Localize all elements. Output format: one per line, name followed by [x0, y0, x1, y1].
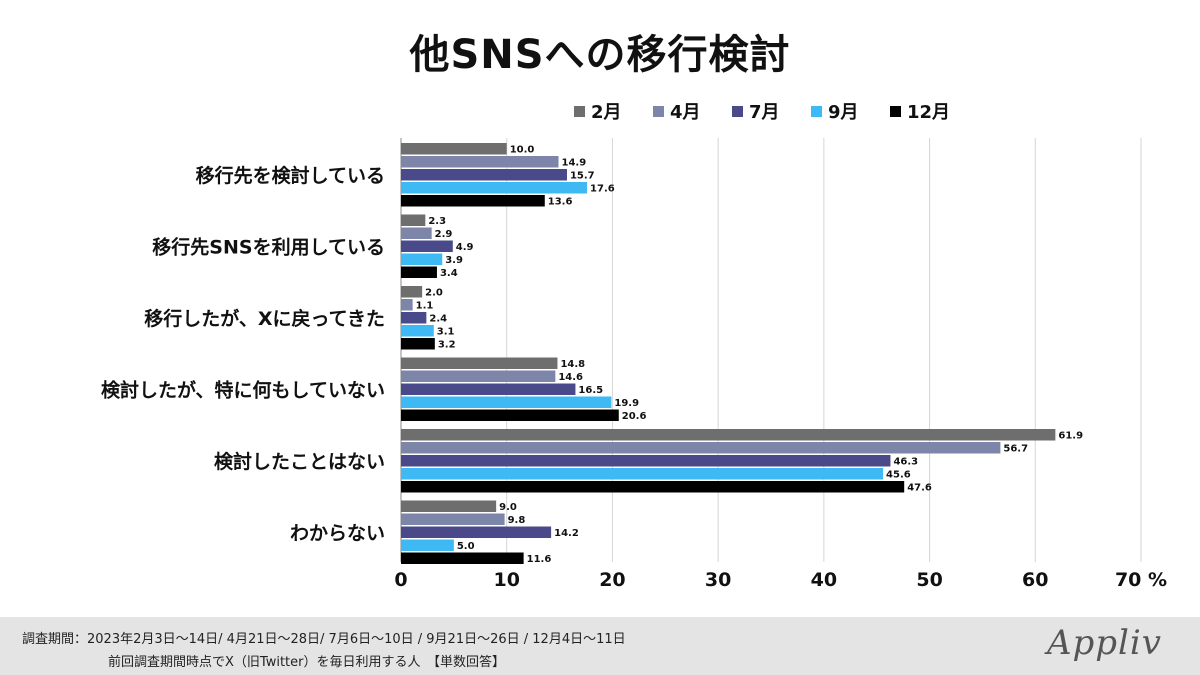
- x-tick-label: 10: [493, 569, 519, 591]
- legend-label: 12月: [907, 102, 950, 123]
- data-label: 11.6: [527, 554, 552, 565]
- legend-swatch: [732, 106, 743, 117]
- survey-period-note: 調査期間：2023年2月3日〜14日/ 4月21日〜28日/ 7月6日〜10日 …: [22, 632, 626, 647]
- category-label: わからない: [290, 522, 385, 544]
- legend-label: 4月: [670, 102, 701, 123]
- bar: [401, 214, 426, 226]
- data-label: 9.8: [508, 515, 526, 526]
- data-label: 13.6: [548, 197, 573, 208]
- category-label: 移行したが、Xに戻ってきた: [144, 307, 385, 330]
- legend-swatch: [574, 106, 585, 117]
- bar: [401, 253, 443, 265]
- x-tick-label: 20: [599, 569, 625, 591]
- bar: [401, 266, 437, 278]
- bar: [401, 312, 427, 324]
- category-label: 移行先を検討している: [196, 164, 385, 187]
- data-label: 3.2: [438, 340, 456, 351]
- bar: [401, 286, 423, 298]
- data-label: 2.9: [435, 229, 453, 240]
- data-label: 2.3: [428, 216, 446, 227]
- bar: [401, 240, 453, 252]
- legend-label: 2月: [591, 102, 622, 123]
- bar: [401, 195, 545, 207]
- bar: [401, 513, 505, 525]
- bar: [401, 338, 435, 350]
- data-label: 16.5: [578, 385, 603, 396]
- x-tick-label: 0: [394, 569, 407, 591]
- data-label: 14.2: [554, 528, 579, 539]
- bar: [401, 429, 1056, 441]
- legend-swatch: [653, 106, 664, 117]
- data-label: 1.1: [416, 301, 434, 312]
- data-label: 47.6: [907, 483, 932, 494]
- category-label: 検討したことはない: [214, 450, 385, 473]
- bar: [401, 227, 432, 239]
- legend-swatch: [811, 106, 822, 117]
- data-label: 10.0: [510, 145, 535, 156]
- category-label: 移行先SNSを利用している: [152, 235, 385, 258]
- data-label: 4.9: [456, 242, 474, 253]
- x-tick-label: 40: [811, 569, 837, 591]
- bar: [401, 156, 559, 168]
- data-label: 17.6: [590, 184, 615, 195]
- bar: [401, 383, 576, 395]
- legend-label: 7月: [749, 102, 780, 123]
- data-label: 20.6: [622, 411, 647, 422]
- bar: [401, 455, 891, 467]
- data-label: 5.0: [457, 541, 475, 552]
- survey-target-note: 前回調査期間時点でX（旧Twitter）を毎日利用する人 【単数回答】: [108, 655, 505, 670]
- appliv-logo: Appliv: [1046, 623, 1162, 663]
- data-label: 14.9: [562, 158, 587, 169]
- bar: [401, 481, 905, 493]
- legend-label: 9月: [828, 102, 859, 123]
- data-label: 3.9: [445, 255, 463, 266]
- data-label: 3.1: [437, 327, 455, 338]
- bar: [401, 396, 612, 408]
- data-label: 46.3: [893, 457, 918, 468]
- data-label: 45.6: [886, 470, 911, 481]
- x-tick-label: 60: [1022, 569, 1048, 591]
- legend-swatch: [890, 106, 901, 117]
- category-label: 検討したが、特に何もしていない: [101, 378, 385, 401]
- bar: [401, 409, 619, 421]
- x-tick-label: 50: [916, 569, 942, 591]
- chart-title: 他SNSへの移行検討: [409, 32, 791, 78]
- bar: [401, 299, 413, 311]
- bar-chart: 0 10 20 30 40 50 60 70 % 移行先を検討している 10.0 14.9 15.7 1…: [101, 102, 1167, 591]
- data-label: 15.7: [570, 171, 595, 182]
- data-label: 19.9: [614, 398, 639, 409]
- x-tick-label: 70 %: [1115, 569, 1167, 591]
- data-label: 9.0: [499, 502, 517, 513]
- data-label: 56.7: [1003, 444, 1028, 455]
- bar: [401, 325, 434, 337]
- bar: [401, 442, 1001, 454]
- bar: [401, 182, 588, 194]
- x-tick-label: 30: [705, 569, 731, 591]
- data-label: 2.4: [429, 314, 447, 325]
- bar: [401, 552, 524, 564]
- footer-notes: 調査期間：2023年2月3日〜14日/ 4月21日〜28日/ 7月6日〜10日 …: [0, 617, 1200, 675]
- bar: [401, 143, 507, 155]
- data-label: 14.8: [560, 359, 585, 370]
- bar: [401, 500, 497, 512]
- data-label: 61.9: [1058, 431, 1083, 442]
- data-label: 14.6: [558, 372, 583, 383]
- data-label: 2.0: [425, 288, 443, 299]
- bar: [401, 539, 454, 551]
- bar: [401, 357, 558, 369]
- bar: [401, 370, 556, 382]
- bar: [401, 526, 552, 538]
- bar: [401, 169, 567, 181]
- bar: [401, 468, 884, 480]
- data-label: 3.4: [440, 268, 458, 279]
